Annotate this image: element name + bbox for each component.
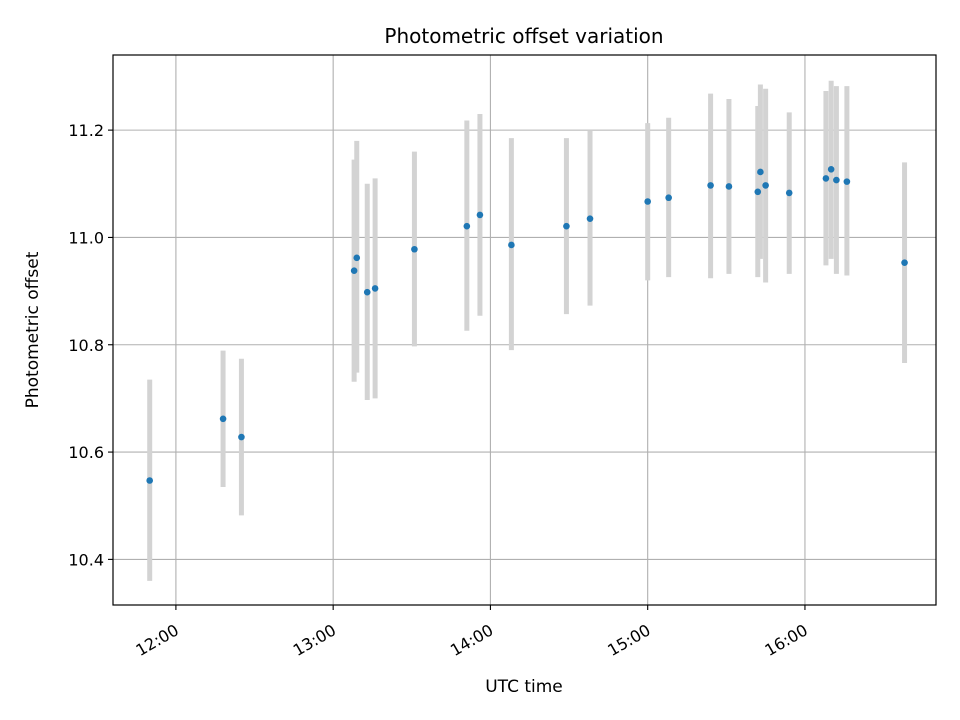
- data-point: [363, 288, 371, 296]
- data-point: [827, 165, 835, 173]
- y-tick-label: 11.0: [68, 228, 104, 247]
- data-point: [371, 285, 379, 292]
- data-point: [350, 267, 358, 275]
- data-point: [411, 245, 418, 253]
- y-tick-label: 10.4: [68, 550, 104, 569]
- data-point: [725, 183, 733, 190]
- data-point: [238, 433, 245, 441]
- data-point: [463, 222, 471, 230]
- data-point: [757, 168, 764, 176]
- data-point: [785, 189, 793, 197]
- y-axis-label: Photometric offset: [23, 251, 43, 408]
- x-axis-label: UTC time: [485, 677, 563, 697]
- data-point: [822, 175, 830, 182]
- data-point: [508, 241, 515, 249]
- data-point: [219, 415, 227, 423]
- data-point: [644, 198, 651, 205]
- data-point: [353, 254, 361, 262]
- data-point: [762, 182, 769, 189]
- data-point: [586, 215, 594, 222]
- data-point: [476, 211, 484, 219]
- data-points: [146, 165, 908, 484]
- data-point: [843, 178, 851, 185]
- data-point: [901, 259, 908, 266]
- data-point: [563, 222, 570, 230]
- chart-title: Photometric offset variation: [384, 24, 663, 48]
- y-tick-label: 10.8: [68, 336, 104, 355]
- data-point: [146, 477, 153, 484]
- data-point: [833, 176, 840, 184]
- data-point: [707, 182, 714, 189]
- y-tick-label: 10.6: [68, 443, 104, 462]
- data-point: [754, 188, 762, 196]
- grid: [113, 55, 936, 605]
- data-point: [665, 194, 672, 202]
- plot-frame: [112, 54, 937, 606]
- y-tick-label: 11.2: [68, 121, 104, 140]
